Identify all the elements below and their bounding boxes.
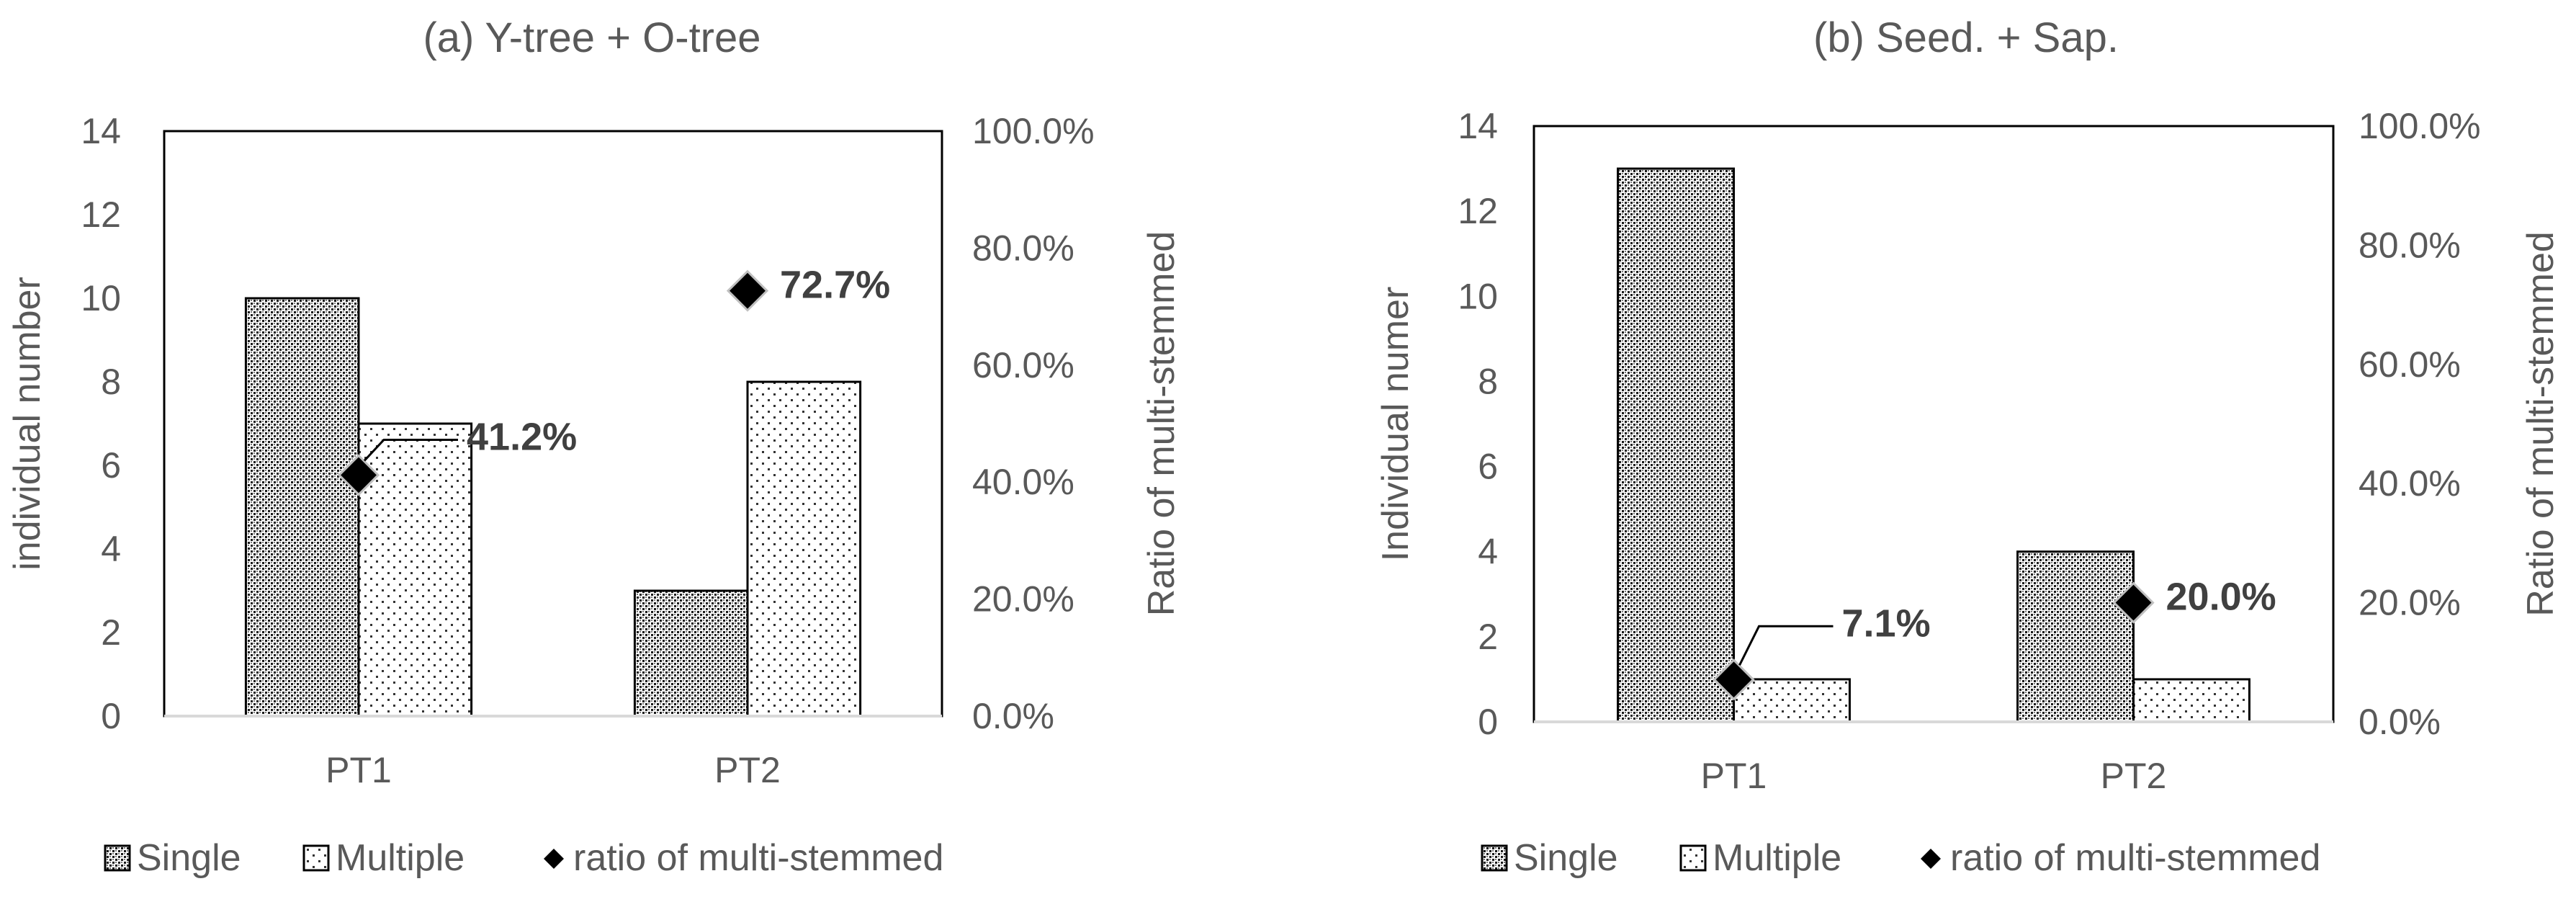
y-tick-label: 8 — [101, 362, 121, 402]
ratio-data-label: 41.2% — [467, 415, 577, 458]
legend-item-single: Single — [104, 837, 241, 879]
ratio-marker-pt2 — [2112, 581, 2155, 624]
bar-multiple-pt2 — [2132, 678, 2250, 723]
chart-panel-a: (a) Y-tree + O-tree 0 2 4 6 8 10 12 14 0.0% 20.0% 4… — [6, 14, 1182, 879]
legend-diamond-icon — [544, 849, 564, 869]
x-tick-label: PT1 — [1701, 756, 1767, 796]
x-tick-label: PT1 — [326, 750, 392, 790]
bar-single-pt1 — [244, 297, 360, 718]
y2-tick-label: 60.0% — [2359, 344, 2461, 385]
chart-panel-b: (b) Seed. + Sap. 0 2 4 6 8 10 12 14 0.0% 20.0% 40.0… — [1375, 14, 2562, 879]
legend-item-ratio: ratio of multi-stemmed — [544, 837, 943, 879]
legend-label: Multiple — [336, 837, 465, 879]
y2-axis-label: Ratio of multi-stemmed — [2520, 231, 2562, 617]
bar-single-pt1 — [1617, 167, 1736, 723]
legend-item-ratio: ratio of multi-stemmed — [1921, 837, 2320, 879]
ratio-data-label: 7.1% — [1842, 602, 1931, 645]
legend-item-multiple: Multiple — [1679, 837, 1841, 879]
y2-tick-label: 20.0% — [2359, 583, 2461, 623]
y2-tick-label: 0.0% — [972, 696, 1054, 736]
legend-swatch-icon — [1481, 844, 1508, 872]
legend-label: ratio of multi-stemmed — [1950, 837, 2320, 879]
y2-tick-label: 40.0% — [2359, 463, 2461, 504]
legend-label: Multiple — [1713, 837, 1841, 879]
legend-label: ratio of multi-stemmed — [573, 837, 943, 879]
bar-single-pt2 — [2016, 550, 2135, 723]
y-tick-label: 10 — [81, 278, 121, 318]
chart-title: (b) Seed. + Sap. — [1813, 14, 2119, 61]
y2-tick-label: 100.0% — [972, 111, 1095, 151]
y2-tick-label: 40.0% — [972, 462, 1074, 502]
legend-diamond-icon — [1921, 849, 1941, 869]
y-tick-label: 2 — [101, 612, 121, 653]
legend-label: Single — [137, 837, 241, 879]
y2-tick-label: 100.0% — [2359, 106, 2481, 146]
y2-tick-label: 0.0% — [2359, 702, 2441, 742]
legend-swatch-icon — [1679, 844, 1707, 872]
y-tick-label: 14 — [81, 111, 121, 151]
ratio-marker-pt1 — [1713, 658, 1755, 701]
y-tick-label: 14 — [1458, 106, 1498, 146]
ratio-marker-pt2 — [726, 269, 769, 312]
y-tick-label: 4 — [1478, 532, 1498, 572]
y2-tick-label: 20.0% — [972, 579, 1074, 620]
data-label-leader — [363, 438, 458, 462]
ratio-marker-pt1 — [337, 454, 380, 496]
y2-tick-label: 60.0% — [972, 345, 1074, 385]
legend-item-single: Single — [1481, 837, 1618, 879]
y2-axis-label: Ratio of multi-stemmed — [1141, 231, 1182, 617]
bar-multiple-pt2 — [746, 380, 862, 718]
y-tick-label: 4 — [101, 529, 121, 569]
ratio-data-label: 20.0% — [2166, 576, 2276, 619]
y-axis-label: Individual numer — [1375, 287, 1417, 562]
legend-swatch-icon — [104, 844, 131, 872]
legend-item-multiple: Multiple — [302, 837, 465, 879]
y-tick-label: 6 — [101, 445, 121, 486]
y-tick-label: 8 — [1478, 361, 1498, 401]
y-tick-label: 12 — [1458, 191, 1498, 231]
y-axis-label: individual number — [6, 277, 48, 571]
legend-label: Single — [1514, 837, 1618, 879]
ratio-data-label: 72.7% — [780, 264, 890, 307]
legend-swatch-icon — [302, 844, 330, 872]
y2-tick-label: 80.0% — [2359, 225, 2461, 265]
y2-tick-label: 80.0% — [972, 228, 1074, 268]
y-tick-label: 12 — [81, 195, 121, 235]
y-tick-label: 6 — [1478, 447, 1498, 487]
y-tick-label: 0 — [101, 696, 121, 736]
y-tick-label: 0 — [1478, 702, 1498, 742]
y-tick-label: 10 — [1458, 276, 1498, 316]
chart-title: (a) Y-tree + O-tree — [423, 14, 760, 61]
x-tick-label: PT2 — [2101, 756, 2167, 796]
bar-single-pt2 — [633, 589, 749, 718]
y-tick-label: 2 — [1478, 617, 1498, 657]
x-tick-label: PT2 — [714, 750, 781, 790]
bar-multiple-pt1 — [1733, 678, 1851, 723]
data-label-leader — [1738, 625, 1834, 666]
bar-multiple-pt1 — [357, 422, 473, 718]
